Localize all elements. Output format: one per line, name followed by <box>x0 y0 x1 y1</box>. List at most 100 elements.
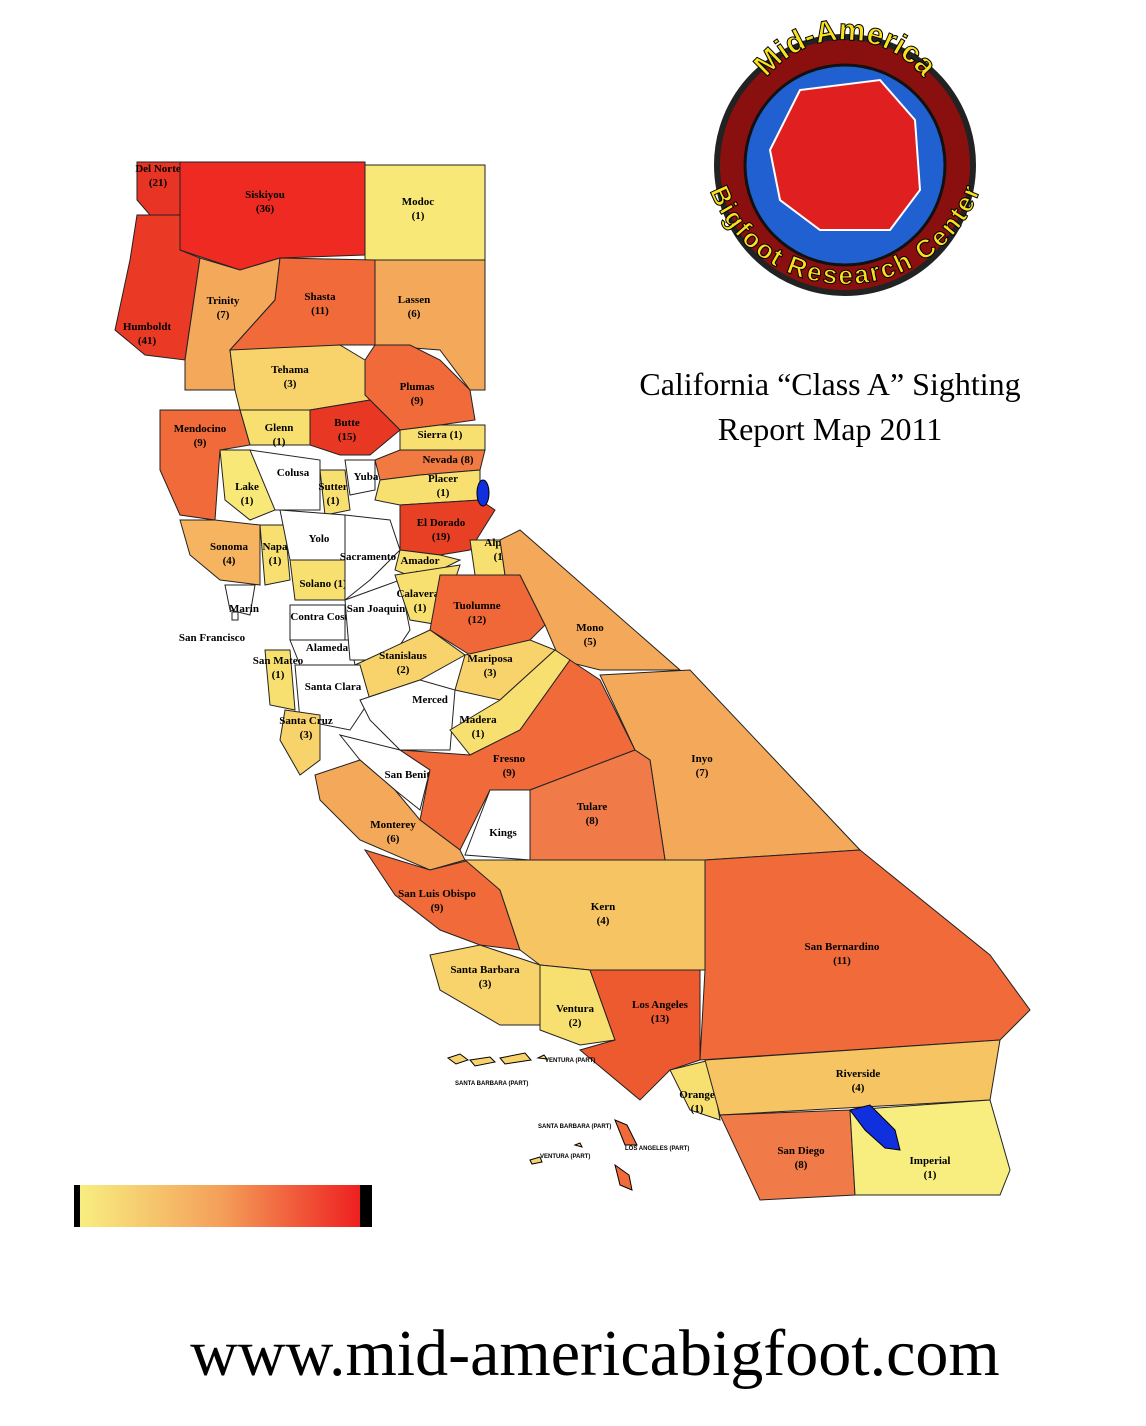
county-count: (9) <box>411 395 424 407</box>
county <box>224 584 256 616</box>
county <box>259 524 291 586</box>
county-count: (1) <box>437 487 450 499</box>
island-label: VENTURA (PART) <box>540 1154 590 1160</box>
county <box>179 161 366 271</box>
county-name: San Joaquin <box>347 603 405 615</box>
county-count: (3) <box>484 667 497 679</box>
county <box>669 1059 721 1121</box>
county-name: Calaveras <box>396 588 444 600</box>
county-count: (1) <box>472 728 485 740</box>
county-name: Imperial <box>910 1155 951 1167</box>
county-name: San Diego <box>777 1145 825 1157</box>
county-count: (13) <box>651 1013 670 1025</box>
county-count: (3) <box>284 378 297 390</box>
county-name: Merced <box>412 694 448 706</box>
county <box>159 409 251 521</box>
county-name: Humboldt <box>123 321 172 333</box>
county-count: (2) <box>569 1017 582 1029</box>
lake <box>849 1104 901 1151</box>
county-name: Del Norte <box>135 163 181 175</box>
county <box>344 514 401 602</box>
county <box>344 459 376 496</box>
county <box>364 164 486 261</box>
county-name: Ventura <box>556 1003 595 1015</box>
county-count: (3) <box>479 978 492 990</box>
island-labels: VENTURA (PART) SANTA BARBARA (PART) SANT… <box>455 1058 689 1160</box>
island <box>614 1119 638 1191</box>
county-name: Sacramento <box>340 551 397 563</box>
county <box>699 849 1031 1061</box>
county-name: San Luis Obispo <box>398 888 476 900</box>
county-name: Siskiyou <box>245 189 285 201</box>
county-count: (12) <box>468 614 487 626</box>
county-name: Lassen <box>398 294 430 306</box>
county-count: (3) <box>300 729 313 741</box>
county <box>399 424 486 451</box>
island <box>446 1052 549 1067</box>
county-name: Mono <box>576 622 604 634</box>
county-name: San Bernardino <box>805 941 880 953</box>
county <box>849 1099 1011 1196</box>
county-name: Santa Barbara <box>450 964 520 976</box>
county-name: Santa Cruz <box>279 715 333 727</box>
county-count: (4) <box>852 1082 865 1094</box>
county-count: (1) <box>691 1103 704 1115</box>
county-name: Riverside <box>836 1068 881 1080</box>
lakes <box>476 479 901 1151</box>
county-count: (1) <box>414 602 427 614</box>
county-count: (15) <box>338 431 357 443</box>
county <box>539 964 616 1046</box>
county-count: (7) <box>217 309 230 321</box>
county-count: (4) <box>597 915 610 927</box>
island-label: SANTA BARBARA (PART) <box>455 1081 528 1087</box>
county-name: Mendocino <box>174 423 227 435</box>
county-count: (36) <box>256 203 275 215</box>
county-name: Monterey <box>370 819 416 831</box>
islands <box>446 1052 638 1191</box>
county-name: El Dorado <box>417 517 466 529</box>
county-name: Yuba <box>354 471 379 483</box>
island-label: SANTA BARBARA (PART) <box>538 1124 611 1130</box>
county-name: Contra Costa <box>290 611 354 623</box>
county-count: (1) <box>241 495 254 507</box>
county-name: San Francisco <box>179 632 246 644</box>
website-url: www.mid-americabigfoot.com <box>190 1317 999 1390</box>
county-name: San Mateo <box>253 655 304 667</box>
logo: Mid-America Bigfoot Research Center <box>704 13 986 296</box>
county-name: Kings <box>489 827 517 839</box>
county-name: Madera <box>459 714 497 726</box>
county-count: (11) <box>833 955 851 967</box>
county-count: (9) <box>503 767 516 779</box>
county-name: Butte <box>334 417 360 429</box>
county-name: San Benito <box>384 769 436 781</box>
county <box>179 519 261 586</box>
county-count: (1) <box>924 1169 937 1181</box>
county-count: (2) <box>397 664 410 676</box>
county-name: Kern <box>591 901 615 913</box>
county-count: (19) <box>432 531 451 543</box>
county <box>319 469 351 516</box>
title-line: California “Class A” Sighting <box>639 366 1020 402</box>
county-name: Shasta <box>304 291 336 303</box>
county-count: (6) <box>387 833 400 845</box>
county-count: (1) <box>412 210 425 222</box>
island <box>529 1142 583 1165</box>
county <box>219 449 276 521</box>
county-name: Yolo <box>309 533 330 545</box>
county-count: (9) <box>431 902 444 914</box>
lake <box>476 479 490 507</box>
counties: Del Norte (21) Siskiyou (36) Modoc (1) Humbold… <box>114 161 1031 1201</box>
county-name: Solano (1) <box>299 578 347 590</box>
county-count: (8) <box>586 815 599 827</box>
county <box>364 344 476 431</box>
county <box>264 649 296 711</box>
county-count: (8) <box>795 1159 808 1171</box>
county-count: (21) <box>149 177 168 189</box>
county-name: Plumas <box>400 381 436 393</box>
logo-map <box>768 78 922 231</box>
county-name: Tuolumne <box>453 600 500 612</box>
county-name: Glenn <box>265 422 294 434</box>
county-count: (41) <box>138 335 157 347</box>
county-name: Napa <box>262 541 288 553</box>
